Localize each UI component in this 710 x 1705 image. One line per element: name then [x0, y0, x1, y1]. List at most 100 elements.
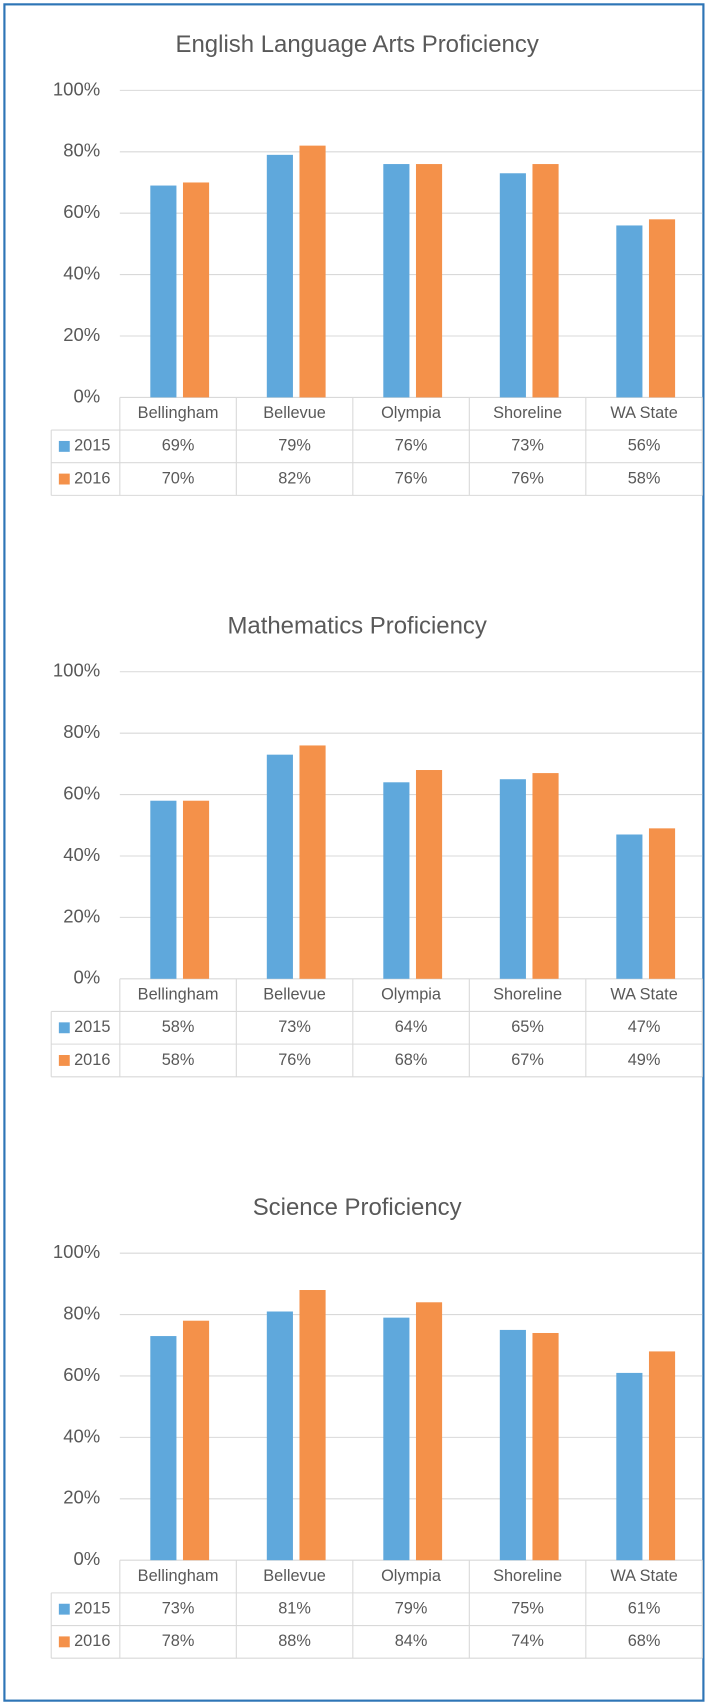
chart-title: Mathematics Proficiency — [227, 612, 486, 639]
bar — [648, 219, 676, 398]
bar — [616, 225, 643, 398]
data-label: 76% — [511, 469, 544, 487]
category-label: Olympia — [381, 1567, 442, 1585]
data-label: 78% — [162, 1632, 195, 1650]
y-tick-label: 100% — [53, 1241, 100, 1262]
legend-label: 2016 — [74, 469, 110, 487]
category-label: Olympia — [381, 404, 442, 422]
data-label: 73% — [511, 437, 544, 455]
y-tick-label: 80% — [63, 1302, 100, 1323]
data-label: 49% — [628, 1051, 661, 1069]
bar — [299, 1290, 326, 1561]
legend-label: 2016 — [74, 1632, 110, 1650]
bar — [499, 173, 526, 398]
legend-swatch — [58, 1636, 70, 1648]
category-label: Bellevue — [263, 1567, 326, 1585]
y-tick-label: 80% — [63, 140, 100, 161]
data-label: 79% — [278, 437, 311, 455]
bar — [266, 154, 293, 398]
data-label: 69% — [162, 437, 195, 455]
legend-swatch — [58, 440, 70, 452]
y-tick-label: 100% — [53, 78, 100, 99]
data-label: 75% — [511, 1600, 544, 1618]
bar — [383, 164, 410, 398]
y-tick-label: 40% — [63, 1425, 100, 1446]
bar — [499, 779, 526, 979]
data-label: 67% — [511, 1051, 544, 1069]
category-label: Olympia — [381, 985, 442, 1003]
bar — [648, 828, 676, 979]
bar — [182, 182, 210, 398]
bar — [532, 1332, 559, 1561]
chart-title: Science Proficiency — [253, 1194, 462, 1221]
legend-label: 2015 — [74, 1018, 110, 1036]
bar — [150, 1336, 177, 1561]
bar — [532, 164, 559, 398]
bar — [383, 1317, 410, 1561]
category-label: WA State — [610, 404, 677, 422]
bar — [415, 164, 443, 398]
bar — [415, 770, 443, 979]
bar — [616, 1372, 643, 1561]
data-label: 47% — [628, 1018, 661, 1036]
bar — [266, 754, 293, 979]
y-tick-label: 0% — [73, 385, 100, 406]
category-label: Shoreline — [493, 404, 562, 422]
y-tick-label: 0% — [73, 1548, 100, 1569]
data-label: 56% — [628, 437, 661, 455]
category-label: Bellevue — [263, 985, 326, 1003]
bar — [150, 800, 177, 979]
category-label: Bellingham — [138, 985, 219, 1003]
bar — [299, 145, 326, 398]
data-label: 81% — [278, 1600, 311, 1618]
category-label: Shoreline — [493, 985, 562, 1003]
chart-title: English Language Arts Proficiency — [176, 31, 539, 58]
bar — [648, 1351, 676, 1561]
data-label: 58% — [162, 1051, 195, 1069]
category-label: WA State — [610, 985, 677, 1003]
category-label: Shoreline — [493, 1567, 562, 1585]
bar — [182, 800, 210, 979]
data-label: 58% — [162, 1018, 195, 1036]
legend-label: 2015 — [74, 1600, 110, 1618]
data-label: 82% — [278, 469, 311, 487]
data-label: 65% — [511, 1018, 544, 1036]
category-label: Bellevue — [263, 404, 326, 422]
bar — [150, 185, 177, 398]
bar — [532, 773, 559, 979]
data-label: 74% — [511, 1632, 544, 1650]
y-tick-label: 40% — [63, 844, 100, 865]
data-label: 79% — [395, 1600, 428, 1618]
data-label: 64% — [395, 1018, 428, 1036]
data-label: 70% — [162, 469, 195, 487]
legend-swatch — [58, 1603, 70, 1615]
y-tick-label: 60% — [63, 1364, 100, 1385]
data-label: 76% — [395, 469, 428, 487]
bar — [266, 1311, 293, 1561]
data-label: 68% — [395, 1051, 428, 1069]
bar — [499, 1329, 526, 1561]
data-label: 58% — [628, 469, 661, 487]
bar — [616, 834, 643, 979]
legend-swatch — [58, 1055, 70, 1066]
data-label: 76% — [278, 1051, 311, 1069]
y-tick-label: 0% — [73, 967, 100, 988]
legend-label: 2016 — [74, 1051, 110, 1069]
data-label: 88% — [278, 1632, 311, 1650]
bar — [299, 745, 326, 979]
legend-label: 2015 — [74, 437, 110, 455]
data-label: 68% — [628, 1632, 661, 1650]
data-label: 84% — [395, 1632, 428, 1650]
data-label: 61% — [628, 1600, 661, 1618]
category-label: Bellingham — [138, 1567, 219, 1585]
bar — [415, 1302, 443, 1561]
category-label: Bellingham — [138, 404, 219, 422]
legend-swatch — [58, 1022, 70, 1034]
y-tick-label: 20% — [63, 1487, 100, 1508]
y-tick-label: 80% — [63, 721, 100, 742]
data-label: 76% — [395, 437, 428, 455]
y-tick-label: 60% — [63, 201, 100, 222]
y-tick-label: 40% — [63, 262, 100, 283]
y-tick-label: 100% — [53, 660, 100, 681]
